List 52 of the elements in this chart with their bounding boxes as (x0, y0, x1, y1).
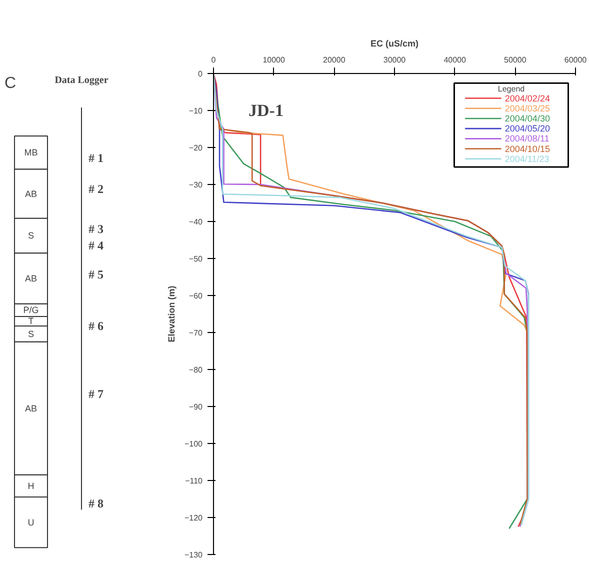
text: # 2 (88, 182, 104, 196)
legend-label: 2004/08/11 (504, 134, 550, 144)
y-tick-label: −120 (184, 514, 204, 522)
text: # 1 (88, 150, 104, 165)
x-tick-label: 50000 (504, 56, 527, 64)
y-tick-label: −110 (185, 476, 204, 486)
legend-label: 2004/11/23 (504, 154, 550, 164)
legend-title: Legend (498, 84, 525, 94)
annotation: JD-1 (248, 101, 284, 120)
y-tick-label: −90 (188, 402, 204, 412)
y-tick-label: −20 (188, 144, 204, 152)
y-tick-label: −80 (188, 366, 204, 374)
y-tick-label: −60 (188, 292, 204, 300)
y-tick-label: −40 (188, 218, 204, 226)
text: # 5 (88, 268, 104, 282)
x-tick-label: 40000 (444, 56, 467, 64)
text: T (28, 316, 34, 326)
x-tick-label: 0 (211, 56, 216, 64)
y-tick-label: −10 (188, 106, 204, 116)
text: U (28, 517, 34, 528)
text: S (28, 328, 34, 339)
legend-label: 2004/02/24 (504, 93, 550, 104)
text: # 7 (88, 387, 104, 402)
y-tick-label: 0 (198, 70, 204, 78)
x-axis-title: EC (uS/cm) (370, 38, 419, 48)
legend-label: 2004/10/15 (504, 144, 550, 154)
text: # 6 (88, 318, 104, 333)
y-tick-label: −30 (188, 180, 204, 190)
x-tick-label: 10000 (262, 56, 286, 64)
x-tick-label: 60000 (564, 56, 588, 64)
y-tick-label: −130 (184, 550, 204, 560)
text: AB (24, 273, 38, 284)
text: MB (24, 148, 38, 158)
text: H (28, 480, 34, 491)
text: # 4 (88, 238, 104, 253)
y-tick-label: −70 (188, 328, 204, 338)
x-tick-label: 20000 (323, 56, 346, 64)
text: Data Logger (54, 75, 109, 86)
text: AB (24, 188, 38, 199)
text: # 3 (88, 222, 104, 236)
text: C (4, 75, 16, 92)
legend-label: 2004/05/20 (504, 124, 550, 134)
y-tick-label: −100 (184, 440, 204, 448)
legend-label: 2004/04/30 (504, 113, 550, 124)
text: S (28, 230, 34, 241)
text: P/G (23, 305, 39, 316)
x-tick-label: 30000 (383, 56, 406, 64)
legend-label: 2004/03/25 (504, 103, 550, 114)
y-tick-label: −50 (188, 254, 204, 264)
text: AB (24, 403, 38, 414)
text: # 8 (88, 496, 104, 510)
y-axis-title: Elevation (m) (166, 286, 176, 342)
